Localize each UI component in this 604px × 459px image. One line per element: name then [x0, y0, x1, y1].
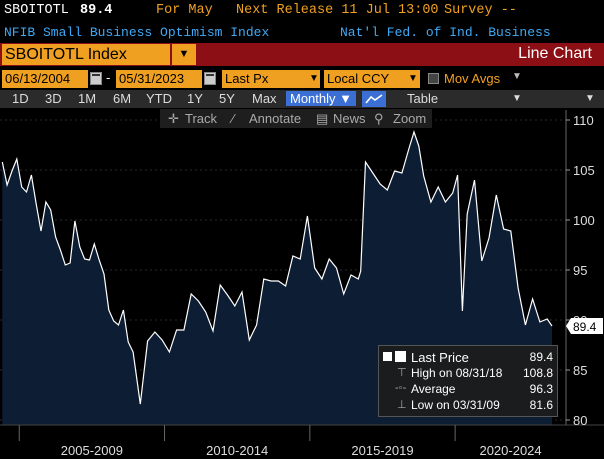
legend-average-label: Average — [411, 382, 456, 396]
y-tick-label-100: 100 — [573, 213, 595, 228]
security-description: NFIB Small Business Optimism Index — [4, 25, 270, 40]
legend-low: ⊥ Low on 03/31/09 81.6 — [379, 398, 557, 414]
currency-select[interactable]: Local CCY — [324, 70, 420, 88]
line-chart-icon[interactable] — [362, 91, 386, 107]
period-6m[interactable]: 6M — [113, 91, 132, 106]
chart-type-label: Line Chart — [518, 45, 592, 62]
for-period: For May — [156, 3, 213, 18]
security-source: Nat'l Fed. of Ind. Business — [340, 25, 551, 40]
date-range-separator: - — [106, 70, 111, 85]
survey-value: Survey -- — [444, 3, 517, 18]
chevron-down-icon[interactable]: ▼ — [512, 71, 522, 82]
x-band-label: 2020-2024 — [479, 443, 541, 458]
chevron-down-icon: ▼ — [309, 73, 319, 84]
last-value-tag — [566, 318, 603, 334]
news-icon[interactable]: ▤ — [316, 111, 329, 126]
legend-swatch — [383, 352, 392, 361]
legend-swatch — [395, 351, 406, 362]
y-tick-label-80: 80 — [573, 413, 587, 428]
legend-high-value: 108.8 — [522, 366, 553, 380]
security-input[interactable]: SBOITOTL Index — [2, 44, 170, 65]
y-tick-label-110: 110 — [573, 113, 594, 128]
calendar-icon[interactable] — [204, 72, 216, 85]
y-tick-label-95: 95 — [573, 263, 587, 278]
legend-low-value: 81.6 — [529, 398, 553, 412]
track-icon[interactable]: ✛ — [168, 111, 179, 126]
legend-high: ⊤ High on 08/31/18 108.8 — [379, 366, 557, 382]
frequency-label: Monthly — [290, 91, 336, 106]
low-marker-icon: ⊥ — [397, 399, 407, 411]
last-value-tag-label: 89.4 — [573, 320, 597, 334]
y-tick-label-85: 85 — [573, 363, 587, 378]
frequency-select[interactable]: Monthly ▼ — [286, 91, 357, 106]
legend-last-price-value: 89.4 — [529, 350, 553, 364]
last-value: 89.4 — [80, 3, 113, 18]
chart-tools-row: ✛ Track ∕ Annotate ▤ News ⚲ Zoom — [0, 109, 604, 128]
annotate-button[interactable]: Annotate — [249, 111, 302, 126]
legend-low-label: Low on 03/31/09 — [411, 398, 500, 412]
line-chart-glyph — [365, 94, 383, 104]
security-header: SBOITOTL 89.4 For May Next Release 11 Ju… — [0, 0, 604, 22]
title-bar: SBOITOTL Index ▼ Line Chart — [0, 43, 604, 66]
period-1y[interactable]: 1Y — [187, 91, 203, 106]
zoom-button[interactable]: Zoom — [393, 111, 427, 126]
parameter-row: 06/13/2004 - 05/31/2023 Last Px ▼ Local … — [0, 70, 604, 88]
annotate-icon[interactable]: ∕ — [232, 111, 235, 126]
x-band-label: 2010-2014 — [206, 443, 268, 458]
calendar-icon[interactable] — [90, 72, 102, 85]
track-button[interactable]: Track — [185, 111, 218, 126]
series-line — [1, 130, 553, 405]
legend-last-price-label: Last Price — [411, 350, 469, 365]
chevron-down-icon: ▼ — [339, 91, 353, 106]
zoom-icon[interactable]: ⚲ — [374, 111, 384, 126]
y-tick-label-105: 105 — [573, 163, 595, 178]
legend-high-label: High on 08/31/18 — [411, 366, 503, 380]
end-date-field[interactable]: 05/31/2023 — [116, 70, 202, 88]
security-dropdown[interactable]: ▼ — [172, 44, 196, 65]
x-band-label: 2005-2009 — [61, 443, 123, 458]
period-1d[interactable]: 1D — [12, 91, 29, 106]
news-button[interactable]: News — [333, 111, 366, 126]
period-toolbar: 1D 3D 1M 6M YTD 1Y 5Y Max Monthly ▼ Tabl… — [0, 90, 604, 108]
period-max[interactable]: Max — [252, 91, 277, 106]
chevron-down-icon: ▼ — [178, 48, 190, 60]
period-5y[interactable]: 5Y — [219, 91, 235, 106]
period-3d[interactable]: 3D — [45, 91, 62, 106]
legend-average: -◦- Average 96.3 — [379, 382, 557, 398]
mov-avgs-label[interactable]: Mov Avgs — [444, 71, 501, 86]
chevron-down-icon: ▼ — [408, 73, 418, 84]
period-1m[interactable]: 1M — [78, 91, 97, 106]
ticker-symbol: SBOITOTL — [4, 3, 69, 18]
table-view-button[interactable]: Table — [407, 91, 439, 106]
chevron-down-icon[interactable]: ▼ — [585, 93, 595, 104]
high-marker-icon: ⊤ — [397, 367, 407, 379]
legend-last-price: Last Price 89.4 — [379, 350, 557, 366]
chart-legend: Last Price 89.4 ⊤ High on 08/31/18 108.8… — [378, 345, 558, 417]
legend-average-value: 96.3 — [529, 382, 553, 396]
next-release: Next Release 11 Jul 13:00 — [236, 3, 439, 18]
start-date-field[interactable]: 06/13/2004 — [2, 70, 88, 88]
average-marker-icon: -◦- — [395, 382, 407, 394]
x-band-label: 2015-2019 — [351, 443, 413, 458]
chart-toolbox: ✛ Track ∕ Annotate ▤ News ⚲ Zoom — [160, 109, 432, 128]
mov-avgs-checkbox[interactable] — [428, 73, 439, 84]
chevron-down-icon[interactable]: ▼ — [512, 93, 522, 104]
period-ytd[interactable]: YTD — [146, 91, 172, 106]
field-select[interactable]: Last Px — [222, 70, 320, 88]
security-subheader: NFIB Small Business Optimism Index Nat'l… — [0, 24, 604, 42]
